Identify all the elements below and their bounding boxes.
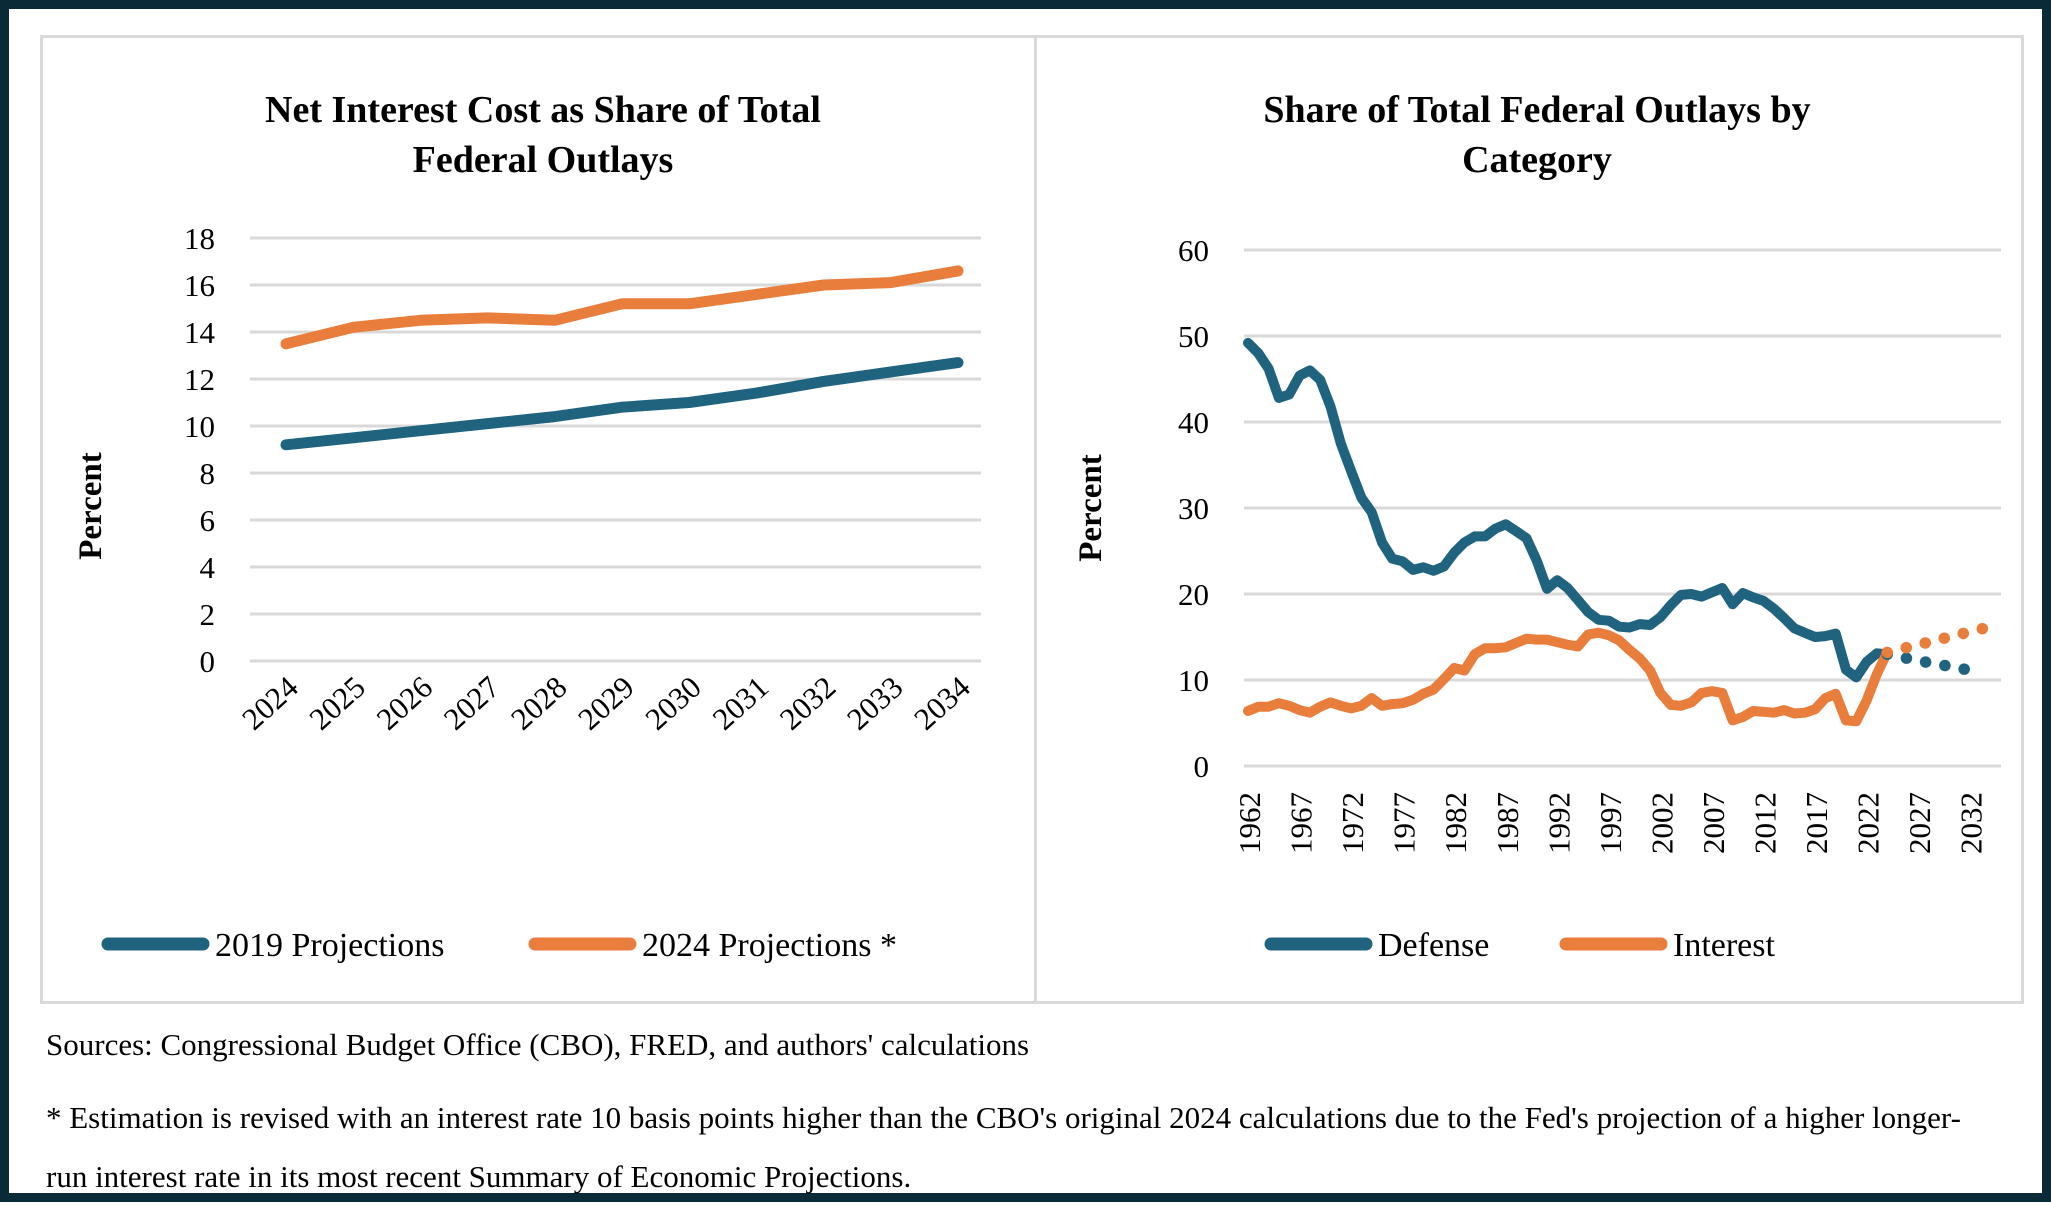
x-axis-tick-label: 2033 <box>840 669 909 736</box>
y-axis-tick-label: 2 <box>200 597 216 632</box>
y-axis-tick-label: 50 <box>1178 319 1209 354</box>
left-chart-panel: Net Interest Cost as Share of Total Feder… <box>43 38 1034 1001</box>
y-axis-tick-label: 6 <box>200 503 216 538</box>
x-axis-tick-label: 1972 <box>1335 792 1370 854</box>
y-axis-tick-label: 20 <box>1178 577 1209 612</box>
x-axis-tick-label: 2022 <box>1851 792 1886 854</box>
x-axis-tick-label: 2029 <box>571 669 640 736</box>
x-axis-tick-label: 2007 <box>1696 792 1731 854</box>
x-axis-tick-label: 2030 <box>638 669 707 736</box>
y-axis-tick-label: 40 <box>1178 405 1209 440</box>
y-axis-tick-label: 16 <box>184 268 215 303</box>
x-axis-tick-label: 1997 <box>1593 792 1628 854</box>
y-axis-tick-label: 18 <box>184 221 215 256</box>
x-axis-tick-label: 2002 <box>1644 792 1679 854</box>
y-axis-tick-label: 10 <box>1178 663 1209 698</box>
y-axis-tick-label: 30 <box>1178 491 1209 526</box>
x-axis-tick-label: 2028 <box>504 669 573 736</box>
series-line-2019-projections <box>280 357 964 451</box>
x-axis-tick-label: 2031 <box>706 669 775 736</box>
x-axis-tick-label: 2024 <box>235 669 305 737</box>
chart-title: Net Interest Cost as Share of Total <box>265 89 821 131</box>
legend-label-2024-projections: 2024 Projections * <box>642 927 897 964</box>
y-axis-tick-label: 8 <box>200 456 216 491</box>
x-axis-tick-label: 2034 <box>907 669 977 737</box>
x-axis-tick-label: 1992 <box>1541 792 1576 854</box>
legend-label-interest: Interest <box>1673 927 1776 964</box>
series-line-interest-projection <box>1881 620 1997 659</box>
series-line-defense <box>1243 337 1893 683</box>
x-axis-tick-label: 2026 <box>370 669 439 736</box>
x-axis-tick-label: 2025 <box>302 669 371 736</box>
y-axis-tick-label: 60 <box>1178 233 1209 268</box>
legend-label-2019-projections: 2019 Projections <box>215 927 444 964</box>
y-axis-tick-label: 10 <box>184 409 215 444</box>
x-axis-tick-label: 1967 <box>1284 792 1319 854</box>
x-axis-tick-label: 2032 <box>773 669 842 736</box>
x-axis-tick-label: 1962 <box>1232 792 1267 854</box>
y-axis-tick-label: 14 <box>184 315 216 350</box>
net-interest-projections-chart: Net Interest Cost as Share of Total Feder… <box>73 89 981 964</box>
chart-title: Share of Total Federal Outlays by <box>1263 89 1810 131</box>
right-chart-panel: Share of Total Federal Outlays by Categor… <box>1037 38 2021 1001</box>
chart-title: Category <box>1462 139 1612 181</box>
y-axis-tick-label: 12 <box>184 362 215 397</box>
series-line-2024-projections <box>280 265 964 350</box>
y-axis-tick-label: 0 <box>1194 749 1210 784</box>
y-axis-title: Percent <box>73 452 109 560</box>
x-axis-tick-label: 2012 <box>1748 792 1783 854</box>
y-axis-tick-label: 4 <box>200 550 216 585</box>
sources-text: Sources: Congressional Budget Office (CB… <box>46 1027 1030 1062</box>
outlays-by-category-chart: Share of Total Federal Outlays by Categor… <box>1073 89 2001 964</box>
x-axis-tick-label: 1982 <box>1438 792 1473 854</box>
legend-label-defense: Defense <box>1378 927 1489 964</box>
panel-divider <box>1034 38 1037 1001</box>
x-axis-tick-label: 1977 <box>1387 792 1422 854</box>
x-axis-tick-label: 2027 <box>1902 792 1937 854</box>
series-line-defense-projection <box>1881 648 1986 679</box>
footnote-text: * Estimation is revised with an interest… <box>46 1100 1961 1194</box>
chart-panel-container: Net Interest Cost as Share of Total Feder… <box>40 35 2024 1004</box>
x-axis-tick-label: 2032 <box>1954 792 1989 854</box>
series-line-interest <box>1243 627 1893 727</box>
y-axis-tick-label: 0 <box>200 644 216 679</box>
x-axis-tick-label: 1987 <box>1490 792 1525 854</box>
x-axis-tick-label: 2027 <box>437 669 506 736</box>
y-axis-title: Percent <box>1073 454 1109 562</box>
x-axis-tick-label: 2017 <box>1799 792 1834 854</box>
chart-title: Federal Outlays <box>413 139 674 181</box>
